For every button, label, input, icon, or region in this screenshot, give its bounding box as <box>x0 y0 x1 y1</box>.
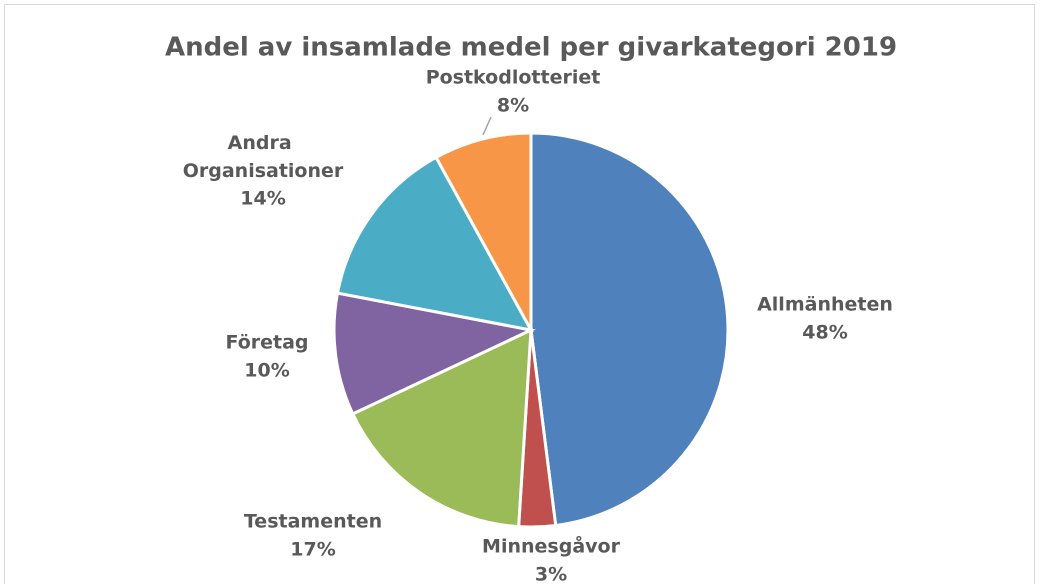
value-label: 17% <box>290 539 335 561</box>
category-label: Testamenten <box>244 511 382 533</box>
category-label: Företag <box>225 332 308 354</box>
category-label: Andra Organisationer <box>183 132 344 182</box>
value-label: 48% <box>802 322 847 344</box>
pie-slice <box>335 155 534 333</box>
leader-line <box>482 116 492 136</box>
category-label: Minnesgåvor <box>482 534 621 558</box>
pie-slice <box>434 131 533 331</box>
pie-slice <box>332 291 536 416</box>
value-label: 3% <box>535 564 567 584</box>
value-label: 14% <box>240 188 285 210</box>
chart-title: Andel av insamlade medel per givarkatego… <box>165 33 897 63</box>
value-label: 10% <box>244 360 289 382</box>
pie-slice <box>350 327 533 529</box>
pie-slice <box>529 131 730 528</box>
category-label: Postkodlotteriet <box>426 67 601 89</box>
category-label: Allmänheten <box>757 294 893 316</box>
value-label: 8% <box>497 95 529 117</box>
